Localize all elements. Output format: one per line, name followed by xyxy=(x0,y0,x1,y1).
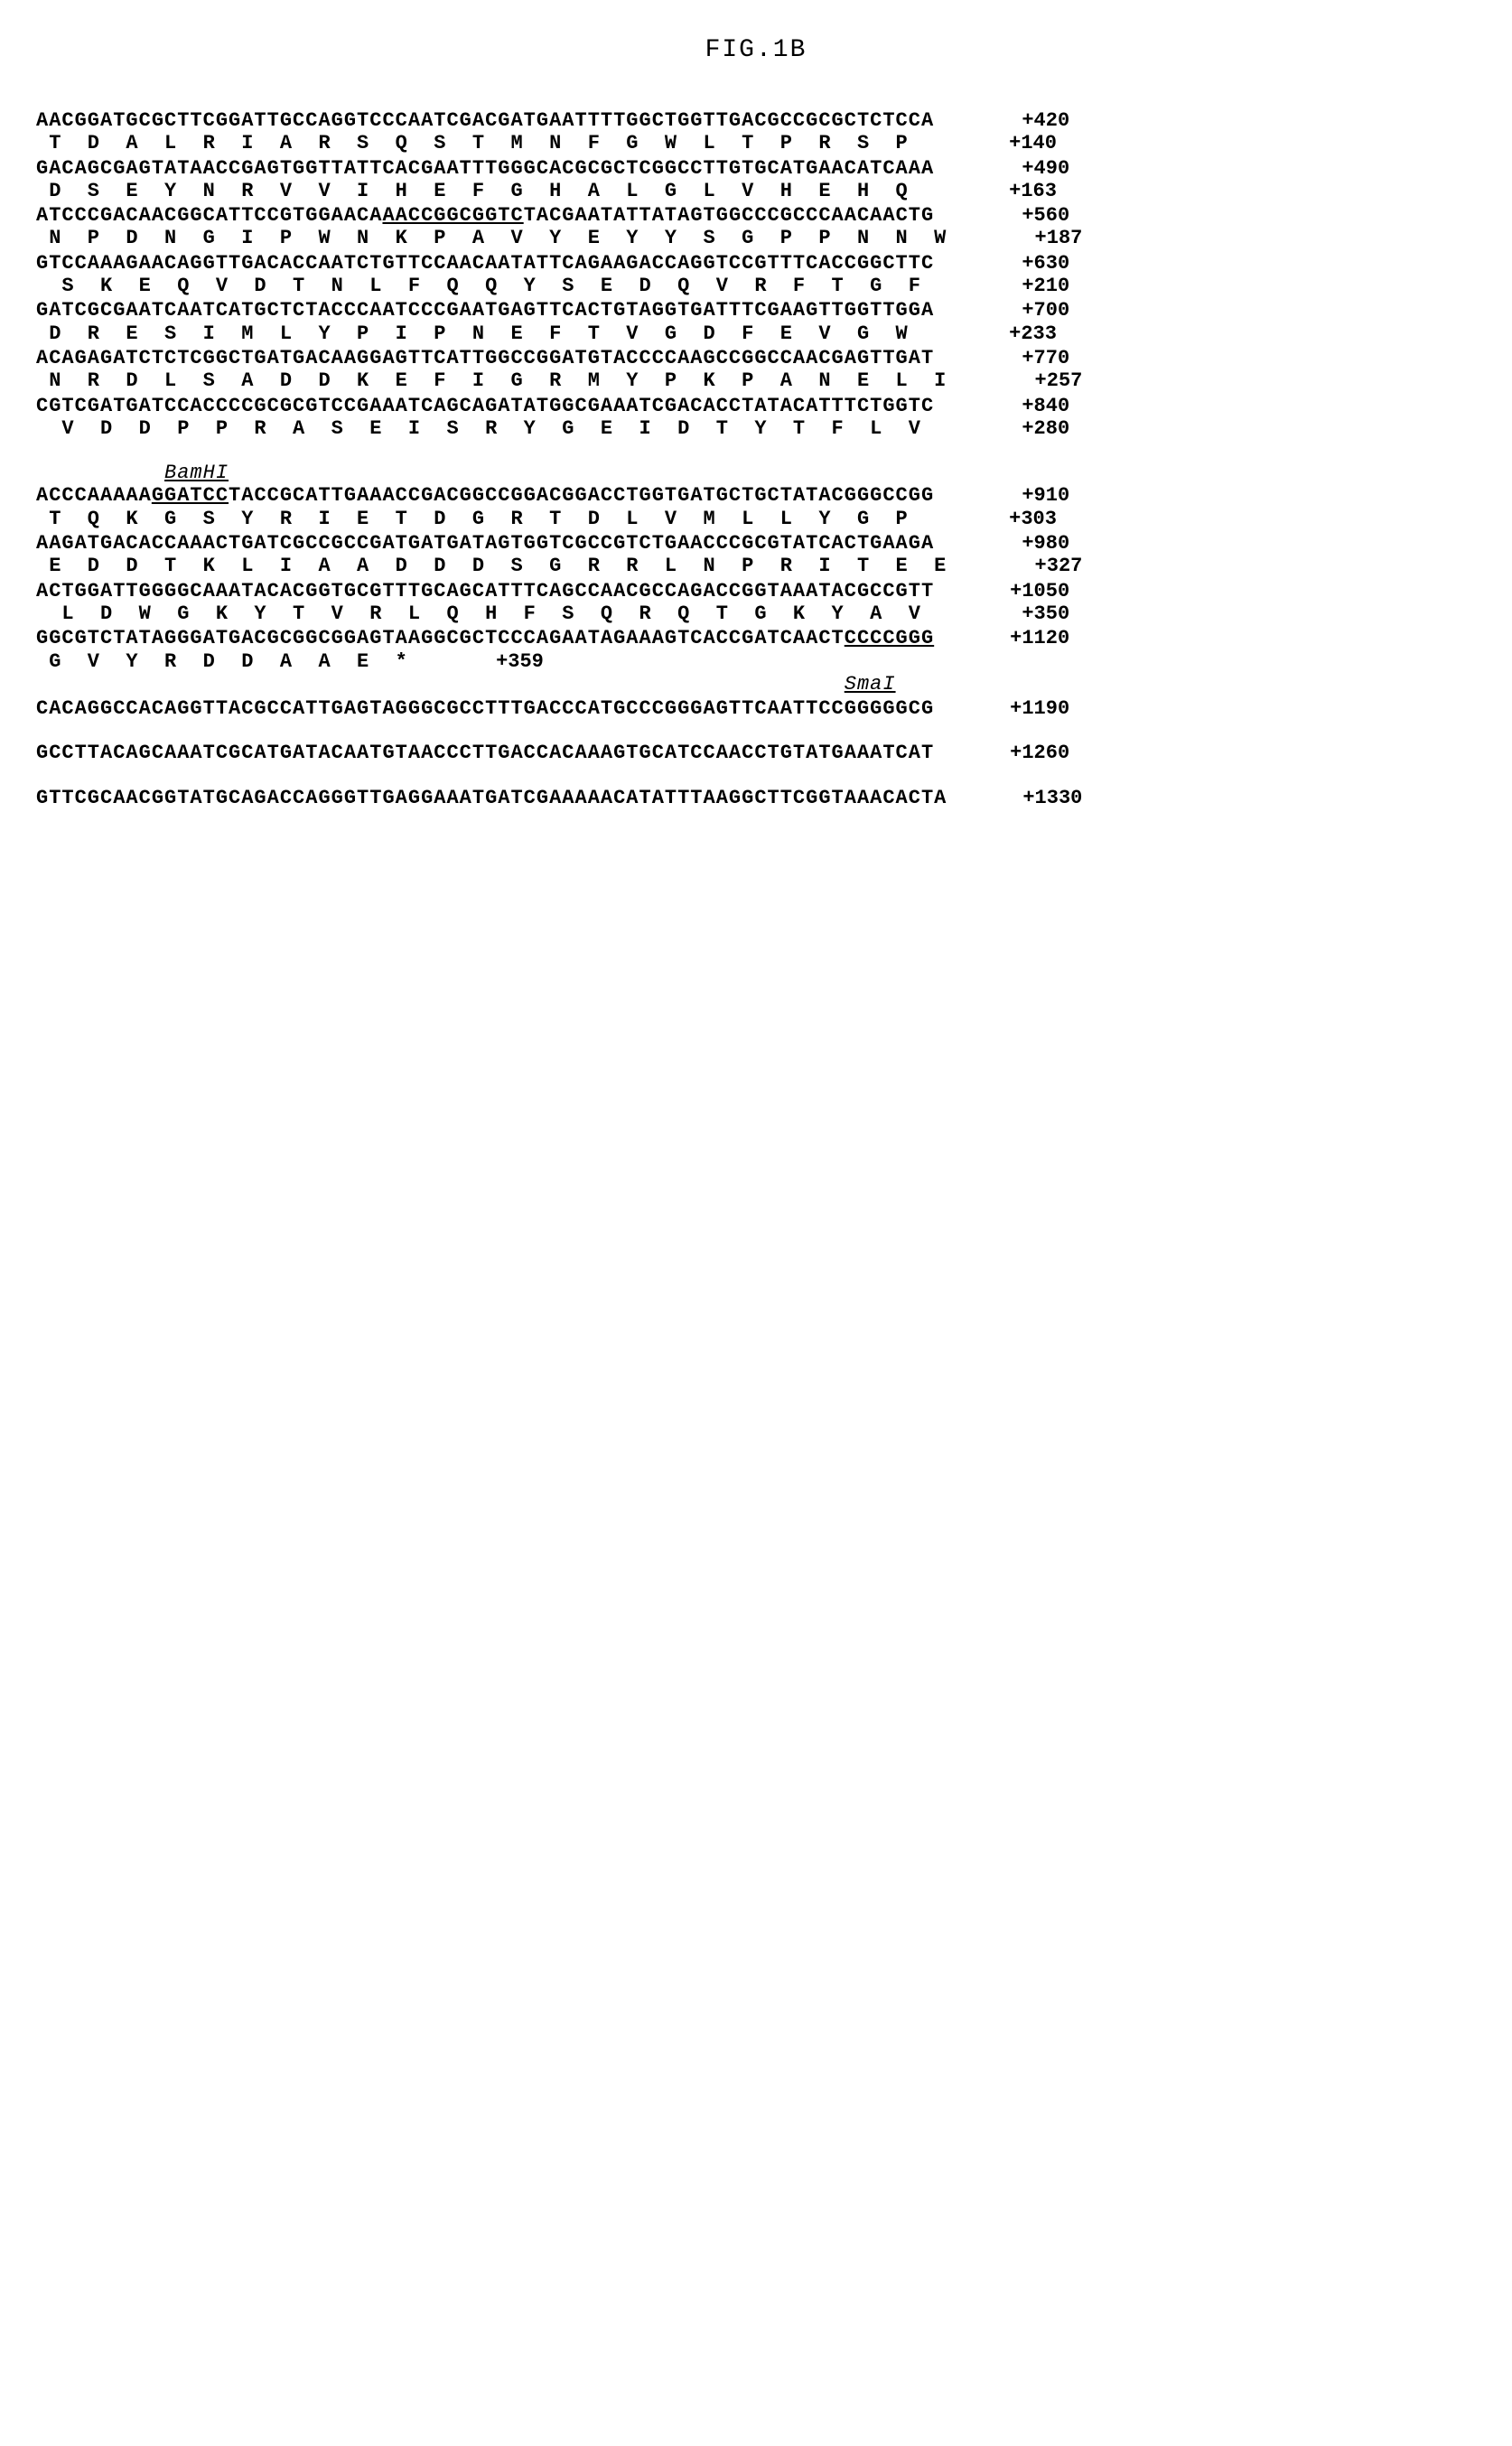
dna-sequence: CGTCGATGATCCACCCCGCGCGTCCGAAATCAGCAGATAT… xyxy=(36,395,934,417)
dna-position: +700 xyxy=(934,299,1069,322)
amino-acid-sequence: N P D N G I P W N K P A V Y E Y Y S G P … xyxy=(36,227,947,249)
dna-position: +630 xyxy=(934,252,1069,275)
dna-position: +490 xyxy=(934,157,1069,180)
dna-sequence: ACCCAAAAAGGATCCTACCGCATTGAAACCGACGGCCGGA… xyxy=(36,484,934,507)
aa-position: +359 xyxy=(408,650,544,673)
aa-position: +163 xyxy=(921,180,1057,202)
dna-position: +770 xyxy=(934,347,1069,369)
aa-position: +233 xyxy=(921,322,1057,345)
aa-position: +303 xyxy=(921,508,1057,530)
dna-sequence: GACAGCGAGTATAACCGAGTGGTTATTCACGAATTTGGGC… xyxy=(36,157,934,180)
dna-sequence: ACAGAGATCTCTCGGCTGATGACAAGGAGTTCATTGGCCG… xyxy=(36,347,934,369)
enzyme-note: BamHI xyxy=(36,462,229,484)
amino-acid-sequence: V D D P P R A S E I S R Y G E I D T Y T … xyxy=(36,417,934,440)
aa-position: +280 xyxy=(934,417,1069,440)
amino-acid-sequence: T Q K G S Y R I E T D G R T D L V M L L … xyxy=(36,508,921,530)
amino-acid-sequence: G V Y R D D A A E * xyxy=(36,650,408,673)
aa-position: +187 xyxy=(947,227,1082,249)
dna-sequence: AAGATGACACCAAACTGATCGCCGCCGATGATGATAGTGG… xyxy=(36,532,934,555)
dna-position: +560 xyxy=(934,204,1069,227)
dna-sequence: GTTCGCAACGGTATGCAGACCAGGGTTGAGGAAATGATCG… xyxy=(36,787,947,809)
dna-position: +910 xyxy=(934,484,1069,507)
amino-acid-sequence: D R E S I M L Y P I P N E F T V G D F E … xyxy=(36,322,921,345)
dna-sequence: AACGGATGCGCTTCGGATTGCCAGGTCCCAATCGACGATG… xyxy=(36,109,934,132)
dna-sequence: CACAGGCCACAGGTTACGCCATTGAGTAGGGCGCCTTTGA… xyxy=(36,697,934,720)
dna-position: +840 xyxy=(934,395,1069,417)
amino-acid-sequence: E D D T K L I A A D D D S G R R L N P R … xyxy=(36,555,947,577)
aa-position: +350 xyxy=(934,602,1069,625)
dna-sequence: ACTGGATTGGGGCAAATACACGGTGCGTTTGCAGCATTTC… xyxy=(36,580,934,602)
sequence-alignment: AACGGATGCGCTTCGGATTGCCAGGTCCCAATCGACGATG… xyxy=(36,109,1476,809)
dna-position: +1190 xyxy=(934,697,1069,720)
enzyme-note: SmaI xyxy=(36,673,896,696)
amino-acid-sequence: T D A L R I A R S Q S T M N F G W L T P … xyxy=(36,132,921,154)
dna-sequence: GTCCAAAGAACAGGTTGACACCAATCTGTTCCAACAATAT… xyxy=(36,252,934,275)
dna-position: +980 xyxy=(934,532,1069,555)
amino-acid-sequence: L D W G K Y T V R L Q H F S Q R Q T G K … xyxy=(36,602,934,625)
dna-sequence: ATCCCGACAACGGCATTCCGTGGAACAAACCGGCGGTCTA… xyxy=(36,204,934,227)
aa-position: +140 xyxy=(921,132,1057,154)
amino-acid-sequence: S K E Q V D T N L F Q Q Y S E D Q V R F … xyxy=(36,275,934,297)
dna-position: +1050 xyxy=(934,580,1069,602)
dna-position: +1260 xyxy=(934,742,1069,764)
figure-title: FIG.1B xyxy=(36,36,1476,64)
aa-position: +210 xyxy=(934,275,1069,297)
dna-sequence: GGCGTCTATAGGGATGACGCGGCGGAGTAAGGCGCTCCCA… xyxy=(36,627,934,649)
dna-position: +420 xyxy=(934,109,1069,132)
dna-position: +1330 xyxy=(947,787,1082,809)
aa-position: +327 xyxy=(947,555,1082,577)
amino-acid-sequence: D S E Y N R V V I H E F G H A L G L V H … xyxy=(36,180,921,202)
amino-acid-sequence: N R D L S A D D K E F I G R M Y P K P A … xyxy=(36,369,947,392)
aa-position: +257 xyxy=(947,369,1082,392)
dna-position: +1120 xyxy=(934,627,1069,649)
dna-sequence: GCCTTACAGCAAATCGCATGATACAATGTAACCCTTGACC… xyxy=(36,742,934,764)
dna-sequence: GATCGCGAATCAATCATGCTCTACCCAATCCCGAATGAGT… xyxy=(36,299,934,322)
